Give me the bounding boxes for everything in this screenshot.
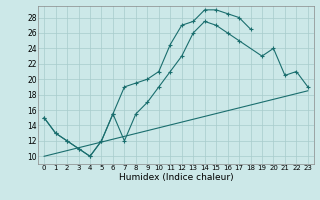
X-axis label: Humidex (Indice chaleur): Humidex (Indice chaleur) [119, 173, 233, 182]
